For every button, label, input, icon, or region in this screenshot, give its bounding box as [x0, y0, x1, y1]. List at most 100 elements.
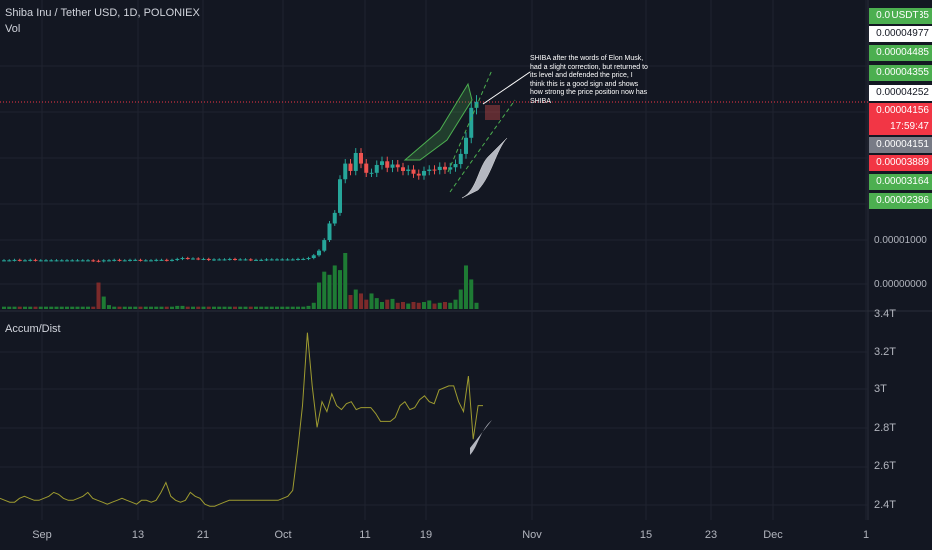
volume-bar: [191, 306, 195, 309]
candle-body: [275, 259, 279, 261]
candle-body: [448, 167, 453, 170]
volume-bar: [154, 306, 159, 309]
volume-bar: [416, 302, 421, 309]
grid: [0, 0, 932, 520]
candle-body: [222, 259, 227, 261]
time-axis: Sep 13 21 Oct 11 19 Nov 15 23 Dec 1: [32, 529, 869, 541]
volume-bar: [385, 299, 390, 309]
volume-bar: [49, 306, 54, 309]
volume-bar: [422, 302, 426, 309]
time-axis-label: 23: [705, 529, 717, 541]
volume-bar: [196, 306, 201, 309]
time-axis-label: 15: [640, 529, 652, 541]
curve-shape: [461, 137, 508, 199]
candle-body: [374, 164, 379, 173]
candle-body: [458, 153, 463, 165]
candle-body: [133, 259, 138, 261]
candle-body: [112, 259, 117, 261]
volume-bar: [285, 306, 290, 309]
time-axis-label: Dec: [763, 529, 783, 541]
volume-bar: [264, 306, 269, 309]
volume-bar: [101, 296, 106, 309]
volume-bar: [327, 274, 332, 309]
candle-body: [317, 250, 321, 256]
candle-body: [159, 259, 164, 261]
candle-body: [65, 260, 69, 262]
indicator-axis-label: 2.6T: [874, 460, 896, 472]
candle-body: [254, 259, 258, 261]
volume-bar: [348, 295, 353, 309]
candle-body: [464, 137, 468, 154]
volume-bar: [138, 306, 143, 309]
currency-badge[interactable]: USDT: [890, 8, 920, 24]
price-label-tool: 0.00003889: [869, 155, 932, 171]
candle-body: [44, 260, 48, 262]
candle-body: [380, 161, 384, 165]
volume-bar: [301, 306, 306, 309]
candle-body: [138, 259, 143, 261]
candle-body: [2, 260, 6, 262]
indicator-axis-label: 3T: [874, 383, 887, 395]
volume-bar: [227, 306, 232, 309]
candle-body: [7, 260, 12, 262]
price-label-tool: 0.00004485: [869, 45, 932, 61]
candle-body: [301, 258, 306, 260]
volume-bar: [269, 306, 274, 309]
volume-bar: [369, 293, 374, 309]
indicator-axis-label: 2.8T: [874, 422, 896, 434]
volume-bar: [28, 306, 33, 309]
candle-body: [12, 259, 17, 261]
time-axis-label: Sep: [32, 529, 52, 541]
candle-body: [17, 259, 22, 261]
volume-bar: [149, 306, 153, 309]
price-label-tool: 0.00004151: [869, 137, 932, 153]
candle-body: [443, 166, 447, 170]
candle-body: [359, 152, 363, 164]
volume-bar: [206, 306, 211, 309]
price-label-tool: 0.00003164: [869, 174, 932, 190]
volume-bar: [222, 306, 227, 309]
volume-bar: [65, 306, 69, 309]
volume-bar: [448, 302, 453, 309]
price-label-countdown: 17:59:47: [869, 119, 932, 135]
candle-body: [290, 259, 295, 261]
volume-bar: [238, 306, 243, 309]
candle-body: [280, 259, 285, 261]
candle-body: [70, 260, 75, 262]
candle-body: [437, 166, 442, 171]
candle-body: [91, 260, 96, 262]
volume-bar: [432, 303, 437, 309]
volume-bar: [311, 302, 316, 309]
indicator-label: Accum/Dist: [5, 323, 61, 335]
candle-body: [422, 170, 426, 176]
volume-bar: [107, 305, 111, 309]
volume-bar: [464, 265, 468, 309]
candle-body: [306, 258, 311, 260]
price-label-tool: 0.00002386: [869, 193, 932, 209]
volume-bar: [259, 306, 264, 309]
price-axis-tick: 0.00001000: [874, 235, 927, 246]
volume-bar: [332, 265, 337, 309]
candle-body: [217, 259, 222, 261]
candle-body: [343, 163, 348, 180]
candle-body: [411, 169, 416, 174]
price-label-tool: 0.00004355: [869, 65, 932, 81]
candle-body: [248, 259, 253, 261]
time-axis-label: 11: [359, 529, 370, 541]
volume-bar: [343, 253, 348, 309]
price-label-last: 0.00004156: [869, 103, 932, 119]
volume-bar: [280, 306, 285, 309]
volume-bar: [390, 298, 395, 309]
candle-body: [206, 258, 211, 260]
candle-body: [469, 107, 474, 138]
volume-bar: [217, 306, 222, 309]
candlesticks: [2, 95, 479, 263]
volume-bar: [133, 306, 138, 309]
candle-body: [264, 259, 269, 261]
volume-bar: [248, 306, 253, 309]
volume-bar: [75, 306, 80, 309]
candle-body: [369, 172, 374, 174]
volume-bar: [306, 305, 311, 309]
volume-bar: [23, 306, 27, 309]
